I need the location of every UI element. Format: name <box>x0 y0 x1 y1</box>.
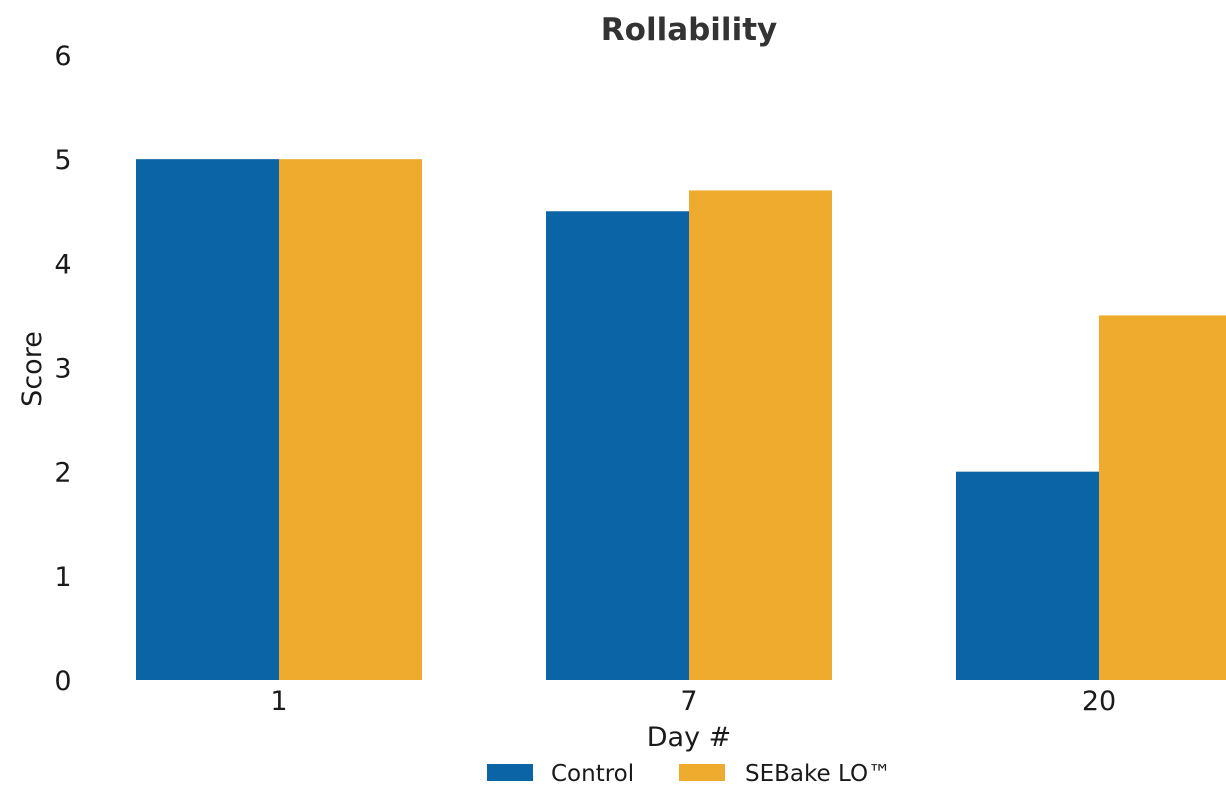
y-axis-ticks: 0 1 2 3 4 5 6 <box>54 41 71 697</box>
bar-control-day-7 <box>546 211 689 680</box>
legend-label-sebake: SEBake LO™ <box>745 761 891 787</box>
bar-sebake-day-20 <box>1099 315 1226 680</box>
bar-sebake-day-7 <box>689 190 832 680</box>
legend-swatch-sebake <box>679 764 725 781</box>
y-tick-label: 2 <box>54 458 71 489</box>
x-tick-label: 7 <box>680 686 697 717</box>
y-tick-label: 3 <box>54 354 71 385</box>
x-axis-ticks: 1 7 20 <box>270 686 1116 717</box>
y-tick-label: 0 <box>54 666 71 697</box>
legend: Control SEBake LO™ <box>487 761 891 787</box>
chart-title: Rollability <box>601 12 777 48</box>
y-tick-label: 5 <box>54 145 71 176</box>
bar-control-day-20 <box>956 471 1099 680</box>
y-axis-label: Score <box>17 331 48 407</box>
y-tick-label: 1 <box>54 562 71 593</box>
bars-group <box>136 159 1226 680</box>
x-tick-label: 20 <box>1082 686 1116 717</box>
bar-sebake-day-1 <box>279 159 422 680</box>
y-tick-label: 4 <box>54 249 71 280</box>
legend-swatch-control <box>487 764 533 781</box>
legend-label-control: Control <box>551 761 634 787</box>
y-tick-label: 6 <box>54 41 71 72</box>
x-axis-label: Day # <box>647 722 732 753</box>
x-tick-label: 1 <box>270 686 287 717</box>
bar-control-day-1 <box>136 159 279 680</box>
